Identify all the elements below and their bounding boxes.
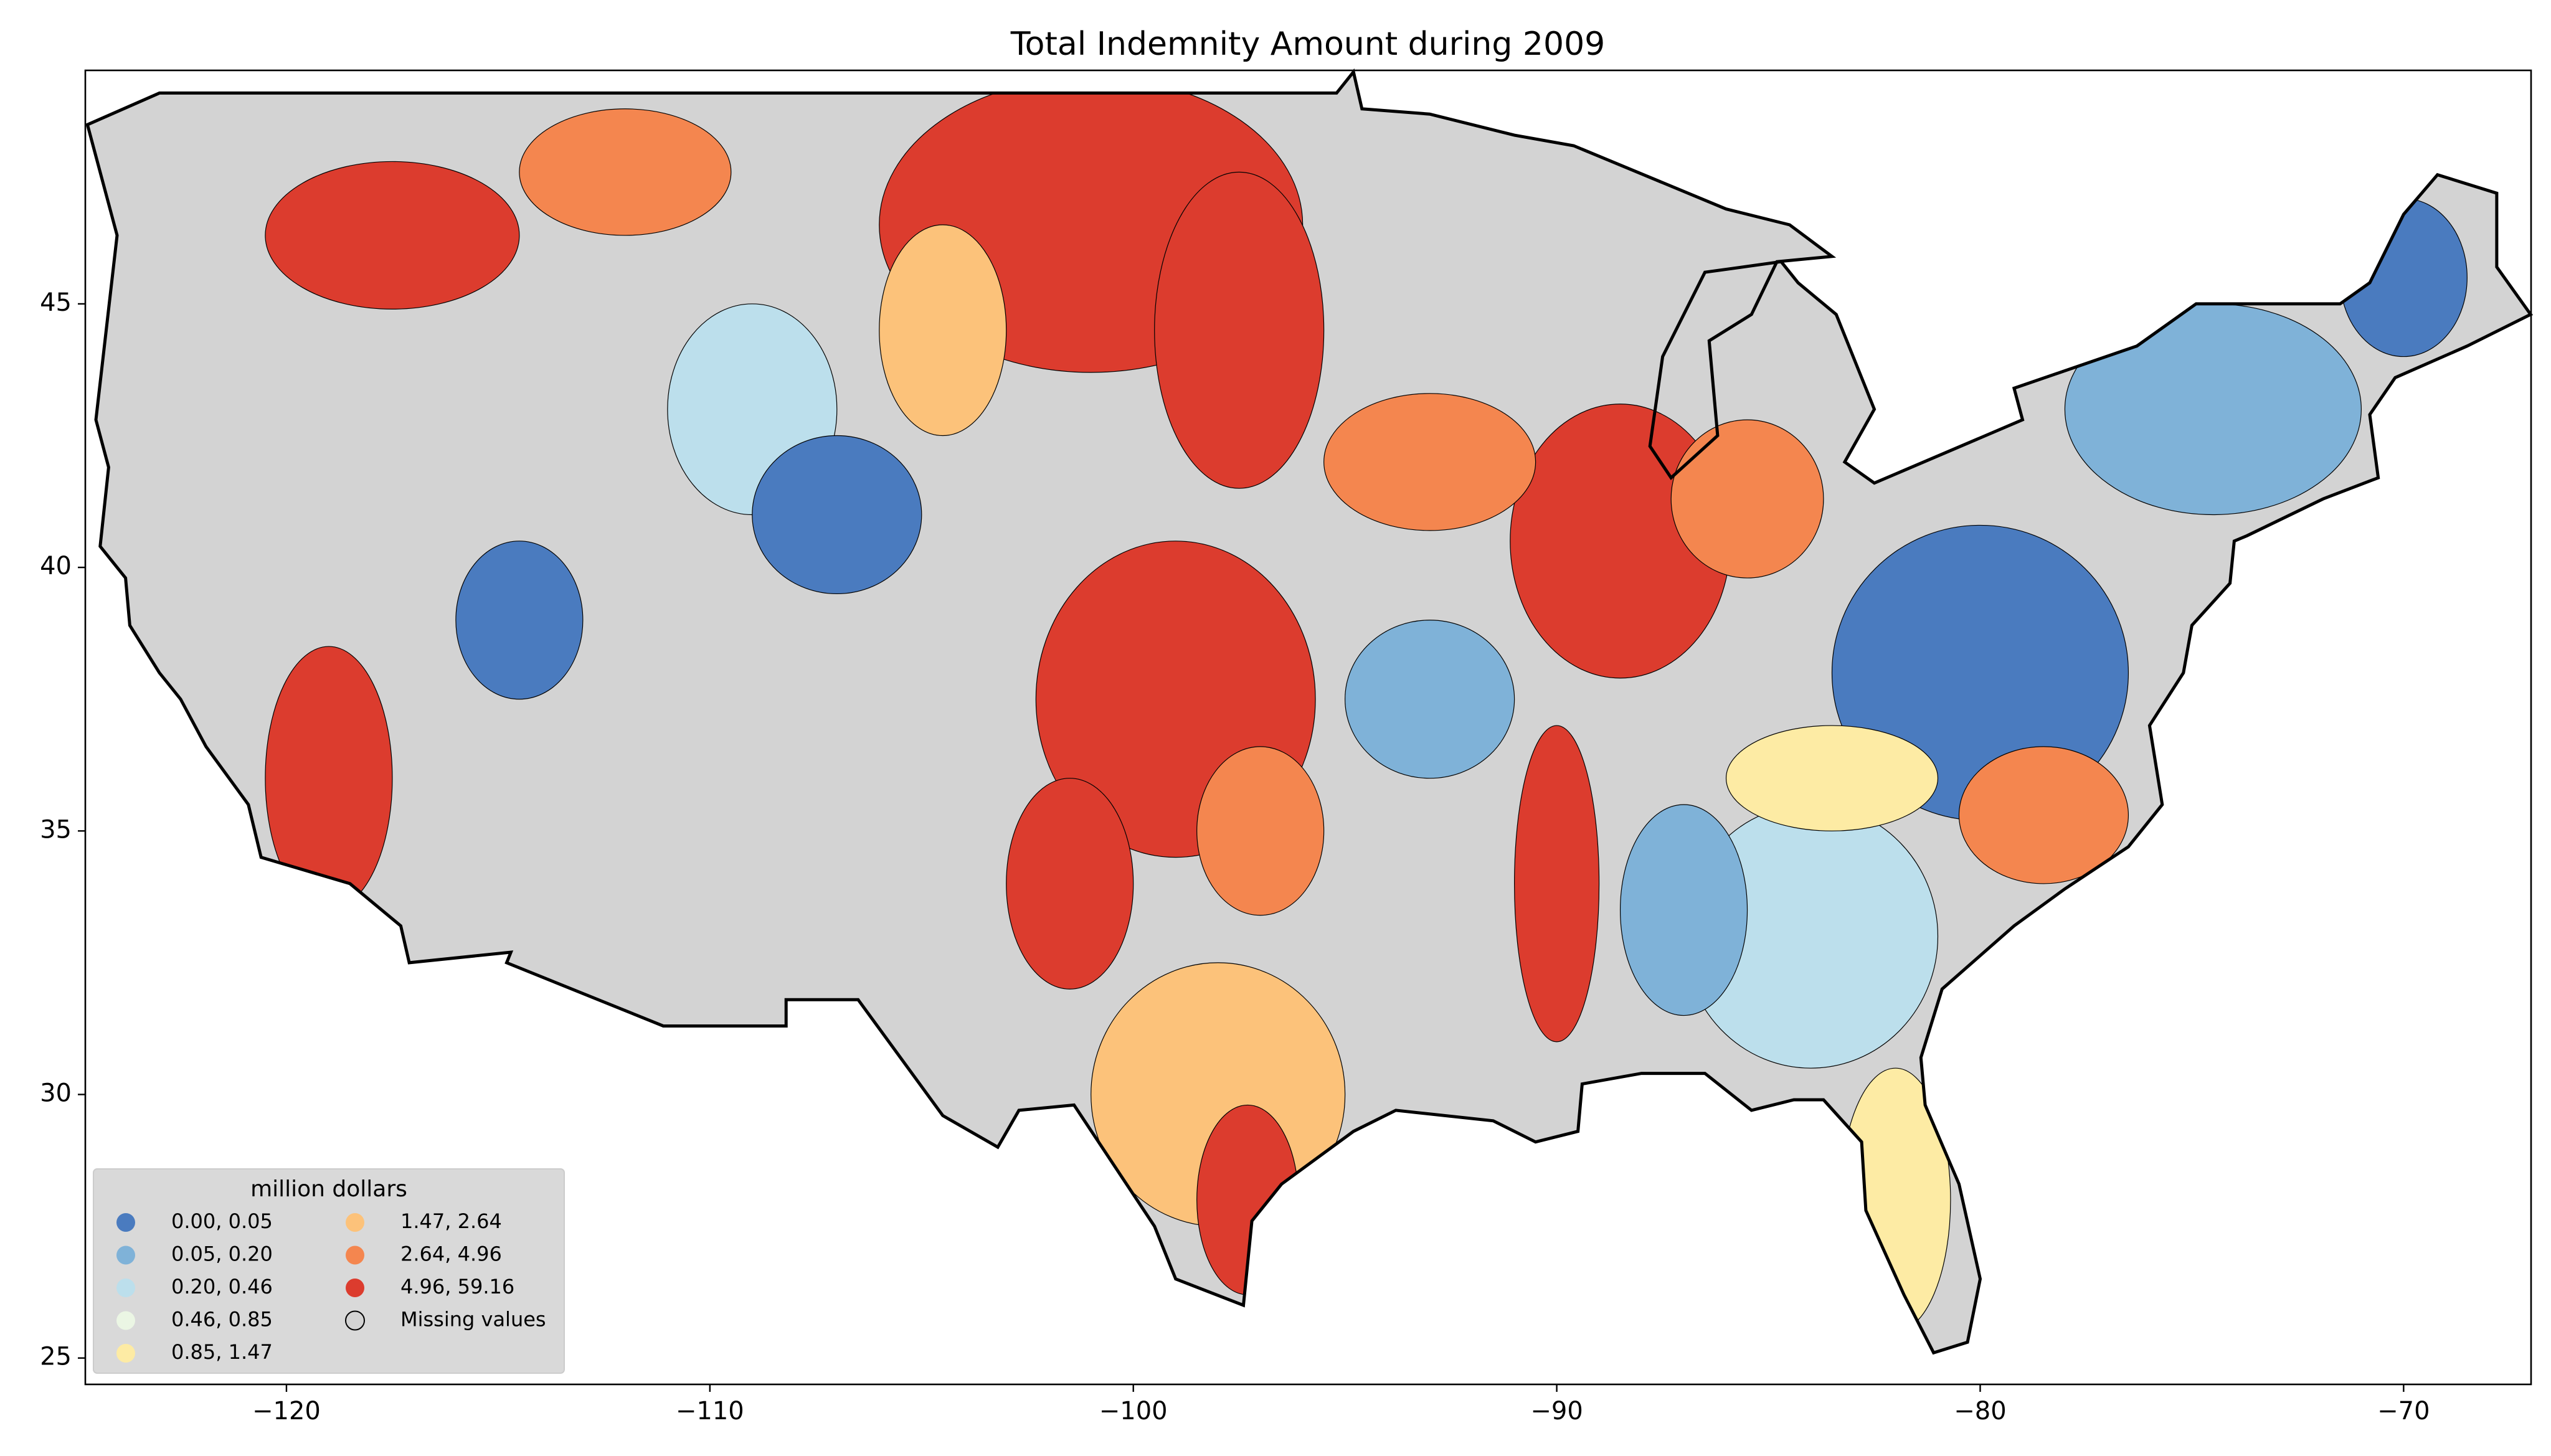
legend-marker [116,1213,135,1232]
legend-label: 2.64, 4.96 [400,1242,502,1266]
legend-label: Missing values [400,1308,546,1331]
region [265,646,393,910]
legend-label: 0.85, 1.47 [171,1340,273,1364]
axes-frame [84,69,2532,1386]
region [1323,393,1536,531]
x-tick-label: −100 [1099,1397,1168,1425]
legend-marker [346,1246,364,1265]
region [2339,198,2468,357]
x-tick-label: −110 [676,1397,744,1425]
region [879,224,1007,437]
x-tick-label: −70 [2377,1397,2430,1425]
region [2064,303,2362,516]
region [1619,804,1748,1016]
legend-marker [346,1279,364,1297]
region [519,108,732,236]
region [455,541,584,700]
x-tick-label: −90 [1530,1397,1583,1425]
us-border [85,68,2534,1355]
legend-marker [116,1311,135,1330]
legend-box [93,1168,565,1374]
legend-marker [346,1213,364,1232]
y-tick-label: 35 [40,815,72,844]
y-tick-label: 30 [40,1079,72,1107]
chart-title: Total Indemnity Amount during 2009 [1010,26,1606,63]
region [1670,419,1824,579]
region [1725,725,1939,831]
region [1840,1067,1951,1332]
x-tick-label: −120 [252,1397,321,1425]
legend-label: 0.05, 0.20 [171,1242,273,1266]
region [752,435,922,595]
region [265,161,520,310]
region [1154,171,1325,489]
legend-label: 0.46, 0.85 [171,1308,273,1331]
legend-label: 4.96, 59.16 [400,1275,514,1298]
legend-label: 0.20, 0.46 [171,1275,273,1298]
legend-marker [116,1279,135,1297]
legend-label: 0.00, 0.05 [171,1209,273,1233]
legend-title: million dollars [250,1176,407,1202]
legend-marker [345,1310,365,1331]
y-tick-label: 40 [40,552,72,580]
region [1514,725,1600,1042]
region [1345,620,1515,779]
legend-label: 1.47, 2.64 [400,1209,502,1233]
y-tick-label: 25 [40,1343,72,1371]
y-tick-label: 45 [40,288,72,317]
region [1958,746,2129,884]
region [1006,778,1134,990]
legend-marker [116,1246,135,1265]
x-tick-label: −80 [1954,1397,2006,1425]
legend-marker [116,1344,135,1363]
region [1196,746,1325,916]
